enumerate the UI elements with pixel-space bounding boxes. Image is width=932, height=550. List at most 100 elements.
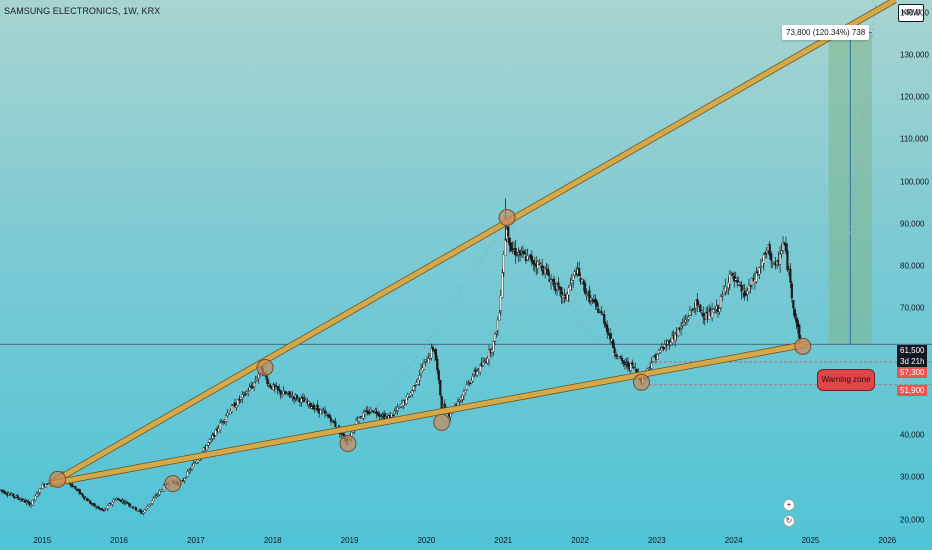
measure-label: 73,800 (120.34%) 738 [782,25,870,40]
candle-body [32,499,36,501]
candle-body [412,385,415,391]
candle-body [728,273,731,285]
candle-body [74,485,77,489]
candle-body [764,252,767,255]
candle-body [273,384,276,388]
candle-body [424,359,427,362]
candle-body [34,495,37,500]
candle-body [148,504,151,507]
pivot-path [347,219,508,442]
candle-body [162,485,166,492]
candle-body [496,319,499,331]
candle-body [253,382,256,387]
candle-body [487,349,491,360]
candle-body [375,411,378,414]
candle-body [35,493,39,497]
candle-body [499,295,502,311]
candle-body [468,382,471,385]
x-tick-label: 2019 [340,536,359,545]
candle-body [430,347,433,358]
candle-body [719,296,723,308]
candle-body [631,362,634,366]
candle-body [557,282,560,288]
candle-body [295,395,299,400]
candle-body [127,502,130,505]
candle-body [731,273,734,276]
candle-body [693,309,696,311]
candle-body [588,290,591,303]
candle-body [146,506,149,509]
candle-body [532,260,535,265]
candle-body [81,493,84,497]
y-tick-label: 20,000 [900,515,925,525]
candle-body [4,492,8,495]
warning-zone-label[interactable]: Warning zone [817,369,875,391]
candle-body [41,484,44,489]
trendline-lower [49,341,808,487]
candle-body [239,397,242,400]
candle-body [233,402,237,408]
candle-body [124,501,127,503]
touch-point-circle [339,435,357,453]
candle-body [613,347,616,354]
candle-body [408,396,411,398]
replay-icon[interactable]: ↻ [783,515,795,527]
candle-body [269,384,272,388]
candle-body [502,254,505,273]
candle-body [285,393,288,395]
trendline-layer [48,0,897,487]
candle-body [761,260,764,267]
candle-body [560,287,563,298]
candle-body [183,478,186,481]
add-button[interactable]: + [783,499,795,511]
candle-body [495,331,498,334]
candle-body [690,309,693,312]
candle-layer [0,198,802,516]
candle-body [434,349,437,361]
candle-body [796,320,799,328]
candle-body [21,498,24,501]
candle-body [362,412,365,419]
candle-body [786,250,789,270]
candle-body [507,226,510,237]
candle-body [539,263,542,266]
candle-body [598,312,601,314]
y-tick-label: 100,000 [900,177,929,187]
candle-body [325,414,328,416]
candle-body [309,402,312,407]
candle-body [71,484,74,488]
candle-body [248,386,251,391]
candle-body [31,500,34,506]
candle-body [493,333,497,342]
x-tick-label: 2016 [110,536,128,545]
candle-body [97,507,101,509]
candle-body [37,492,40,495]
candle-body [746,290,749,295]
symbol-title[interactable]: SAMSUNG ELECTRONICS, 1W, KRX [4,6,161,16]
candle-body [606,324,609,333]
candle-body [393,411,396,414]
candle-body [75,488,78,491]
candle-body [440,396,443,409]
candle-body [396,406,399,411]
candle-body [570,280,573,284]
currency-badge[interactable]: KRW [898,4,924,22]
candle-body [334,421,337,428]
candle-body [301,396,304,399]
candle-body [134,507,138,511]
touch-point-circle [794,337,812,355]
candle-body [238,398,241,401]
candle-body [40,488,43,490]
candle-body [727,282,730,289]
candle-body [1,490,5,492]
candle-body [304,399,307,403]
x-tick-label: 2026 [878,536,897,545]
candle-body [526,255,529,260]
candle-body [679,326,683,329]
candle-body [16,495,19,499]
candle-body [363,411,367,415]
candle-body [341,433,344,435]
candle-body [89,500,92,504]
